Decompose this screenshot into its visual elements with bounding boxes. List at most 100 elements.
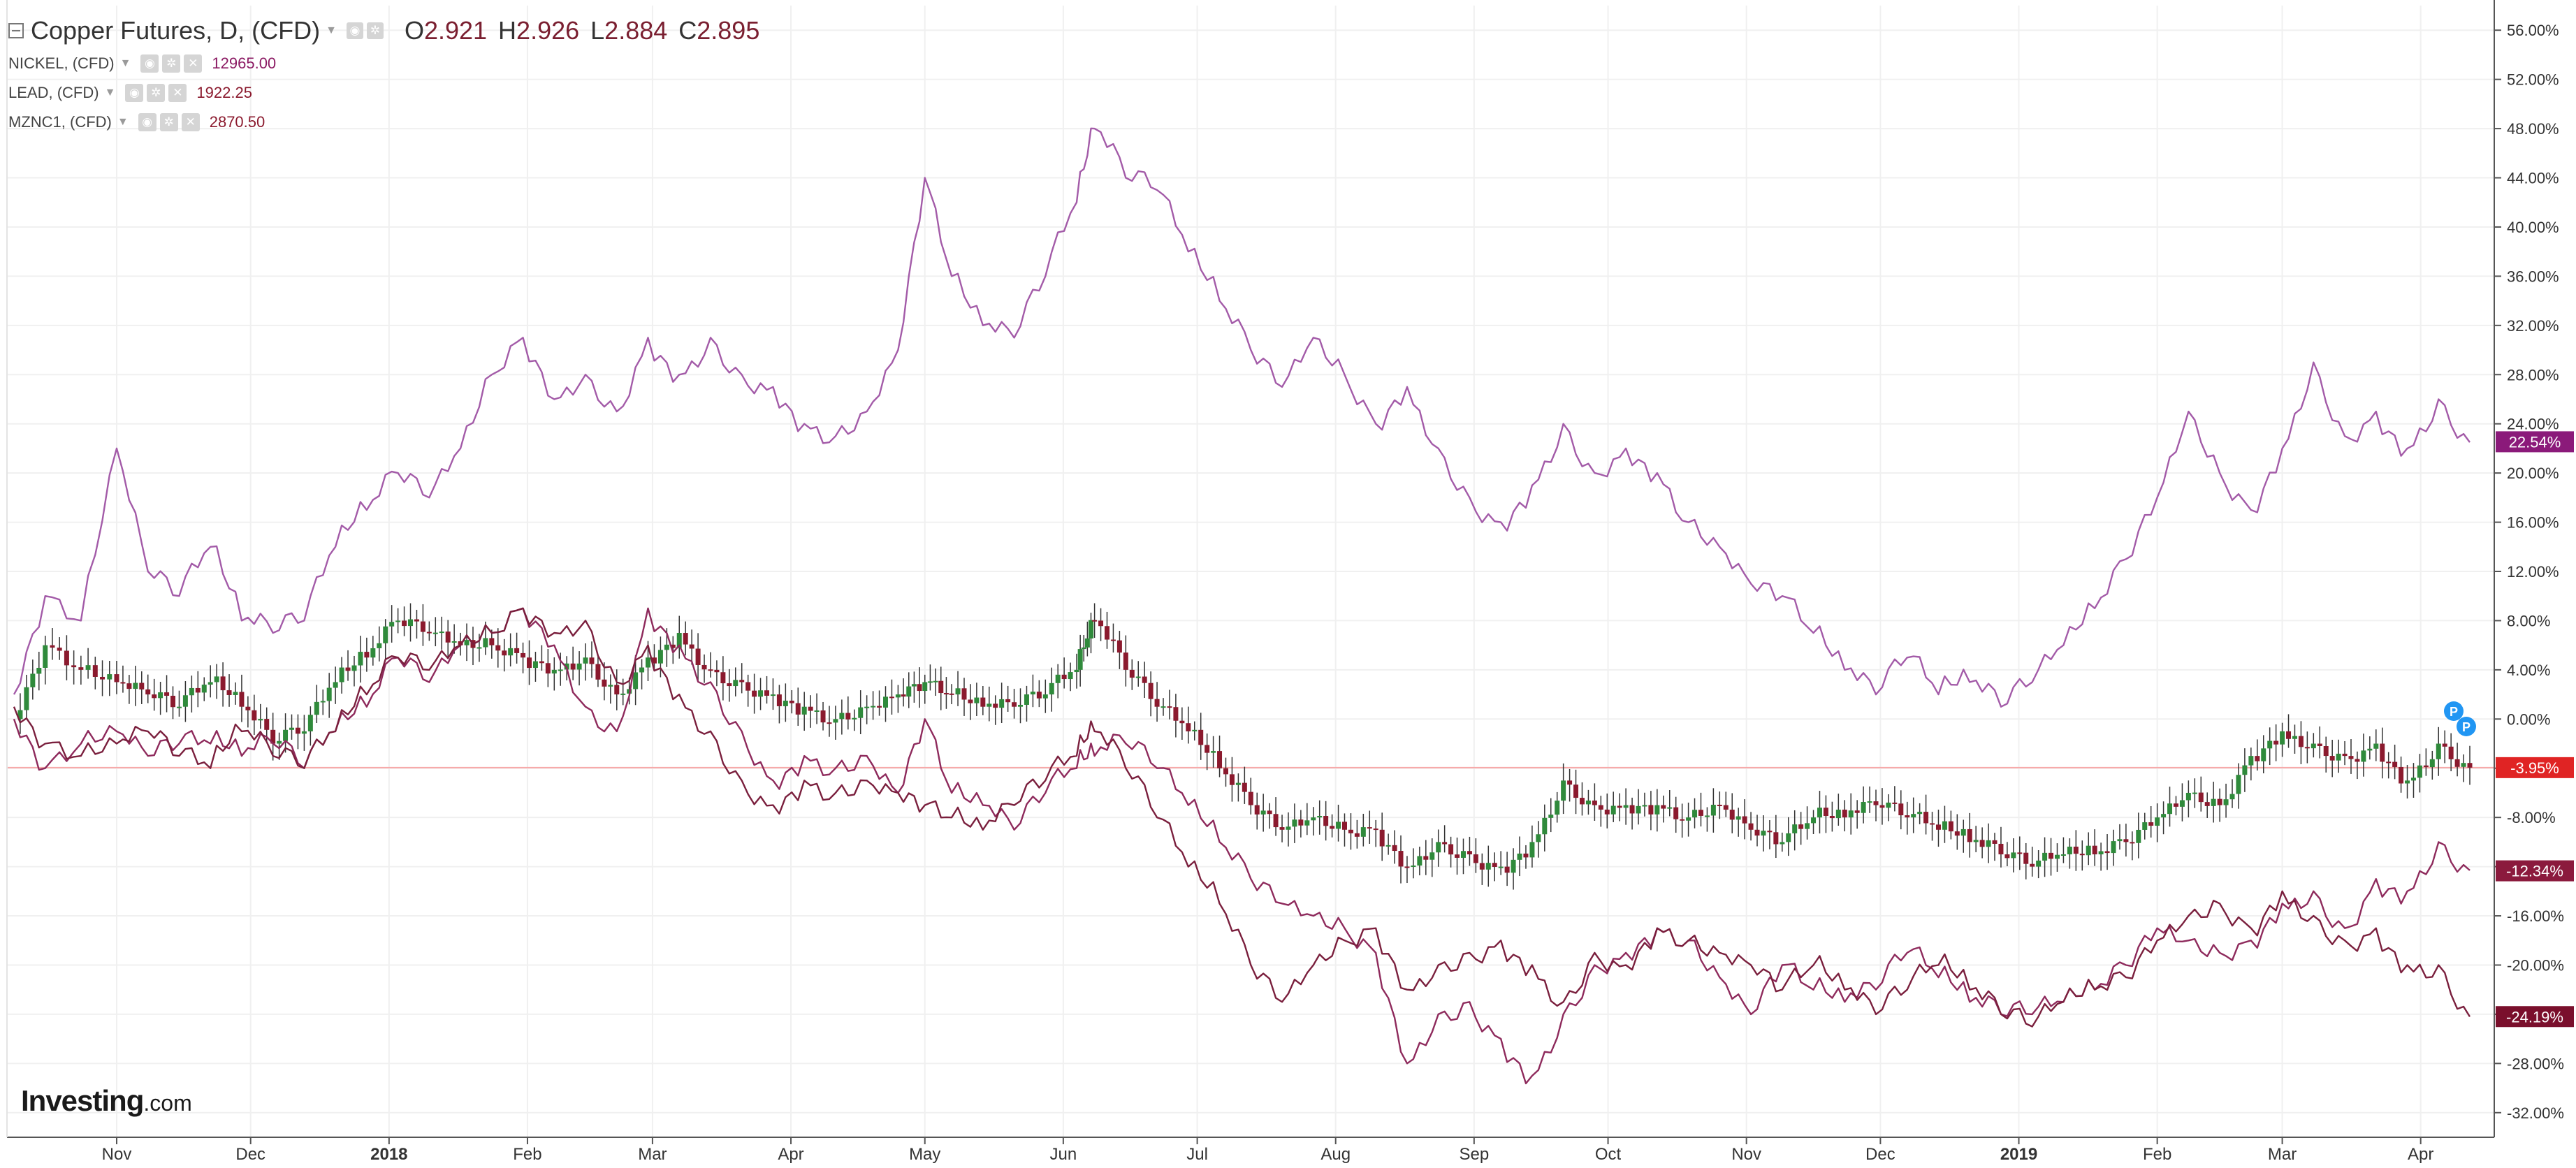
candle-body	[1392, 845, 1397, 852]
candle-body	[2073, 846, 2079, 854]
overlay-name-lead[interactable]: LEAD, (CFD)	[8, 84, 99, 101]
chevron-down-icon[interactable]: ▼	[117, 116, 129, 128]
close-icon[interactable]: ✕	[168, 84, 187, 102]
candle-body	[2442, 743, 2447, 747]
last-value-badge	[2496, 1006, 2574, 1028]
candle-body	[2236, 775, 2241, 794]
candle-body	[1148, 682, 1154, 699]
candle-body	[955, 688, 961, 695]
candle-body	[85, 665, 91, 670]
overlay-name-nickel[interactable]: NICKEL, (CFD)	[8, 54, 115, 72]
candle-body	[383, 626, 388, 643]
candle-body	[1448, 844, 1454, 855]
candle-body	[1561, 780, 1566, 801]
candle-body	[2104, 851, 2110, 854]
overlay-name-zinc[interactable]: MZNC1, (CFD)	[8, 113, 112, 131]
candle-body	[364, 652, 370, 658]
investing-logo[interactable]: Investing.com	[21, 1084, 192, 1118]
event-marker[interactable]	[2444, 701, 2464, 721]
candle-body	[2417, 765, 2422, 778]
candle-body	[558, 669, 563, 671]
event-marker[interactable]	[2457, 717, 2476, 736]
eye-icon[interactable]: ◉	[125, 84, 144, 102]
gear-icon[interactable]: ✲	[366, 22, 384, 39]
candle-body	[2030, 863, 2035, 867]
candle-body	[2204, 802, 2210, 806]
candle-body	[2117, 839, 2123, 842]
candle-body	[858, 707, 864, 718]
candle-body	[758, 690, 764, 697]
chevron-down-icon[interactable]: ▼	[104, 87, 116, 98]
candle-body	[2192, 792, 2197, 794]
candle-body	[1823, 808, 1828, 817]
candle-body	[426, 632, 432, 634]
candle-body	[1667, 807, 1673, 809]
candle-body	[752, 690, 757, 697]
main-series-title[interactable]: Copper Futures, D, (CFD)	[31, 16, 321, 45]
candle-body	[833, 719, 838, 723]
candle-body	[2023, 852, 2029, 864]
candle-body	[1442, 842, 1448, 845]
collapse-icon[interactable]	[8, 23, 24, 38]
close-value: 2.895	[697, 16, 760, 45]
candle-body	[1485, 863, 1491, 870]
x-axis-labels[interactable]: Nov Dec 2018 Feb Mar Apr May Jun Jul Aug Sep Oct Nov…	[102, 1145, 2434, 1164]
gear-icon[interactable]: ✲	[147, 84, 166, 102]
candle-body	[1892, 802, 1898, 804]
y-tick-label: -20.00%	[2507, 956, 2564, 974]
candle-body	[2185, 792, 2191, 801]
candle-body	[1811, 817, 1817, 824]
candle-body	[1817, 808, 1822, 818]
close-icon[interactable]: ✕	[184, 54, 203, 73]
candle-body	[333, 682, 338, 688]
candle-body	[521, 652, 526, 658]
main-series-controls: ◉ ✲	[346, 22, 384, 39]
gear-icon[interactable]: ✲	[162, 54, 181, 73]
candle-body	[1992, 840, 1998, 844]
eye-icon[interactable]: ◉	[346, 22, 363, 39]
candle-body	[2367, 748, 2373, 751]
candle-body	[2130, 842, 2135, 844]
candle-body	[1049, 682, 1054, 695]
gear-icon[interactable]: ✲	[159, 113, 178, 131]
candle-body	[1692, 810, 1698, 818]
last-value-label: -12.34%	[2506, 863, 2563, 880]
candle-body	[1717, 805, 1722, 807]
event-marker-label: P	[2450, 705, 2458, 719]
candle-body	[1761, 831, 1766, 836]
candle-body	[764, 690, 770, 696]
candle-body	[714, 669, 720, 673]
close-icon[interactable]: ✕	[181, 113, 200, 131]
candle-body	[1723, 805, 1729, 810]
candle-body	[871, 706, 876, 708]
candle-body	[1661, 805, 1666, 809]
candle-body	[1773, 832, 1779, 845]
y-axis-labels[interactable]: 56.00% 52.00% 48.00% 44.00% 40.00% 36.00% 32.0…	[2507, 22, 2564, 1122]
candle-body	[911, 684, 917, 687]
candle-body	[1304, 820, 1310, 826]
candle-body	[1077, 649, 1083, 670]
y-tick-label: -28.00%	[2507, 1055, 2564, 1072]
candle-body	[2261, 748, 2266, 761]
candle-body	[50, 645, 55, 648]
candle-body	[1735, 816, 1741, 820]
candle-body	[664, 644, 669, 650]
candle-body	[483, 638, 488, 648]
candle-body	[1273, 814, 1279, 828]
eye-icon[interactable]: ◉	[138, 113, 157, 131]
candle-body	[1317, 816, 1323, 818]
candle-body	[770, 694, 776, 696]
candle-body	[2298, 736, 2304, 747]
chevron-down-icon[interactable]: ▼	[326, 24, 337, 36]
candle-body	[1373, 828, 1378, 831]
candle-body	[36, 668, 42, 674]
candle-body	[1311, 817, 1316, 821]
eye-icon[interactable]: ◉	[140, 54, 159, 73]
chevron-down-icon[interactable]: ▼	[119, 57, 131, 69]
candle-body	[2348, 756, 2354, 759]
candle-body	[1998, 843, 2004, 854]
candle-body	[326, 687, 332, 701]
candle-body	[451, 641, 457, 643]
candle-body	[195, 687, 201, 693]
